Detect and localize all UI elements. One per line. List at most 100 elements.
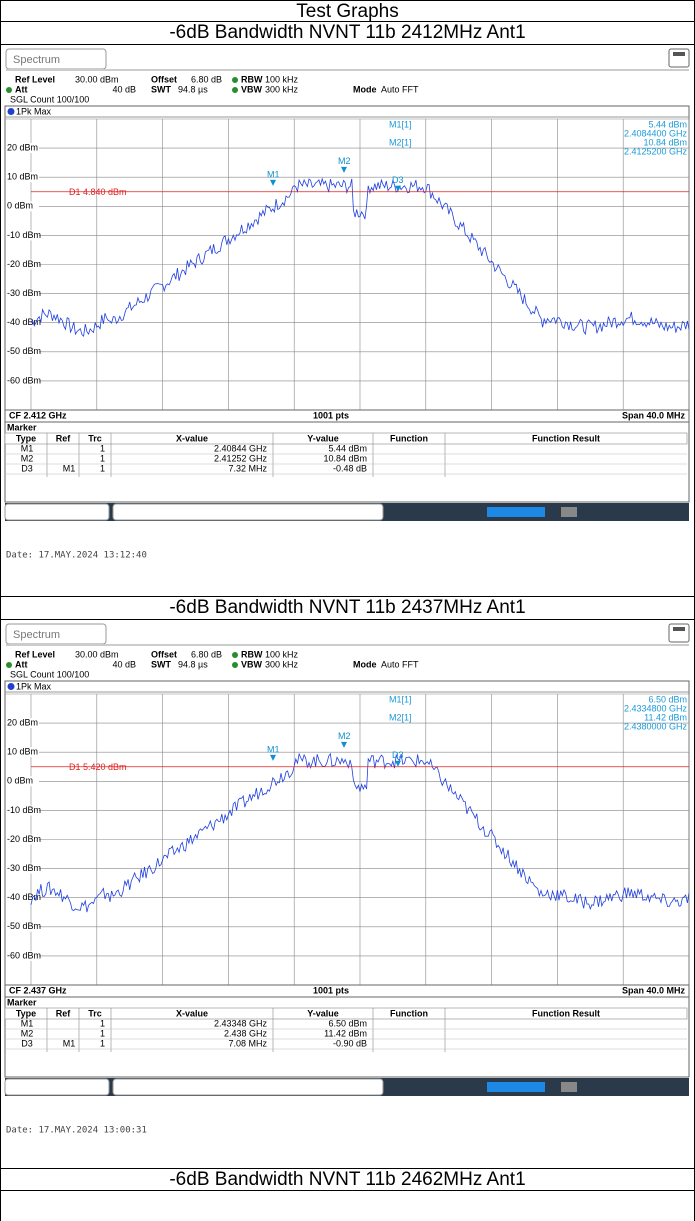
- level-label-bg: [6, 172, 39, 183]
- spectrum-screenshot: Spectrum Ref Level 30.00 dBm Offset 6.80 dB R…: [4, 623, 690, 1136]
- level-label: 10 dBm: [7, 747, 38, 757]
- level-label-bg: [6, 718, 39, 729]
- level-label-bg: [6, 950, 39, 961]
- level-label-bg: [6, 143, 39, 154]
- table-cell: 2.43348 GHz: [214, 1018, 268, 1028]
- column-header: X-value: [176, 433, 208, 443]
- progress: [487, 507, 545, 517]
- readout-level: 5.44 dBm: [648, 119, 687, 129]
- table-cell: -0.48 dB: [333, 463, 367, 473]
- level-label: 0 dBm: [7, 201, 33, 211]
- marker-tag: D3: [392, 175, 404, 185]
- icon-bar: [673, 52, 685, 56]
- coupled-dot: [232, 87, 238, 93]
- span: Span 40.0 MHz: [622, 985, 686, 995]
- table-cell: 6.50 dBm: [328, 1018, 367, 1028]
- table-cell: M1: [63, 1038, 76, 1048]
- offset: 6.80 dB: [191, 649, 222, 659]
- status-icon: [561, 507, 577, 517]
- table-cell: 10.84 dBm: [323, 453, 367, 463]
- marker-tag: M1: [267, 169, 280, 179]
- swt: 94.8 µs: [178, 659, 208, 669]
- coupled-dot: [232, 77, 238, 83]
- table-cell: M2: [21, 1028, 34, 1038]
- readout-freq: 2.4084400 GHz: [624, 128, 688, 138]
- status-box: [112, 1078, 384, 1096]
- table-cell: 2.41252 GHz: [214, 453, 268, 463]
- att-label: Att: [15, 659, 28, 669]
- rbw-label: RBW: [241, 74, 263, 84]
- swt: 94.8 µs: [178, 84, 208, 94]
- marker-triangle: [341, 166, 347, 173]
- vbw: 300 kHz: [265, 659, 299, 669]
- points: 1001 pts: [313, 410, 349, 420]
- mode-label: Mode: [353, 659, 377, 669]
- span: Span 40.0 MHz: [622, 410, 686, 420]
- column-header: Ref: [56, 433, 72, 443]
- vbw-label: VBW: [241, 659, 263, 669]
- level-label: -20 dBm: [7, 259, 41, 269]
- vbw: 300 kHz: [265, 84, 299, 94]
- column-header: Function Result: [532, 433, 600, 443]
- level-label-bg: [6, 805, 39, 816]
- table-cell: 11.42 dBm: [324, 1028, 367, 1038]
- date: Date: 17.MAY.2024 13:12:40: [6, 551, 147, 561]
- rbw: 100 kHz: [265, 74, 299, 84]
- sgl-count: SGL Count 100/100: [10, 94, 89, 104]
- level-label-bg: [6, 317, 39, 328]
- section-title: -6dB Bandwidth NVNT 11b 2437MHz Ant1: [0, 596, 695, 619]
- column-header: X-value: [176, 1008, 208, 1018]
- level-label: -60 dBm: [7, 950, 41, 960]
- tab-strip: [6, 644, 689, 646]
- table-cell: 2.438 GHz: [224, 1028, 268, 1038]
- level-label: -40 dBm: [7, 317, 41, 327]
- marker-tag: M2: [338, 156, 351, 166]
- offset-label: Offset: [151, 74, 177, 84]
- points: 1001 pts: [313, 985, 349, 995]
- marker-tag: M1: [267, 744, 280, 754]
- column-header: Function: [390, 1008, 428, 1018]
- level-label: -50 dBm: [7, 346, 41, 356]
- level-label-bg: [6, 230, 39, 241]
- tab-label: Spectrum: [13, 629, 60, 641]
- table-cell: -0.90 dB: [333, 1038, 367, 1048]
- readout-name: M1[1]: [389, 694, 412, 704]
- level-label-bg: [6, 201, 39, 212]
- progress: [487, 1082, 545, 1092]
- level-label-bg: [6, 375, 39, 386]
- level-label: -50 dBm: [7, 921, 41, 931]
- table-cell: D3: [21, 1038, 33, 1048]
- level-label-bg: [6, 863, 39, 874]
- section-title: -6dB Bandwidth NVNT 11b 2462MHz Ant1: [0, 1168, 695, 1191]
- table-cell: 1: [100, 443, 105, 453]
- readout-level: 6.50 dBm: [648, 694, 687, 704]
- level-label: 10 dBm: [7, 172, 38, 182]
- level-label-bg: [6, 834, 39, 845]
- tab-strip: [6, 69, 689, 71]
- icon: [668, 623, 690, 643]
- column-header: Function Result: [532, 1008, 600, 1018]
- level-label: 20 dBm: [7, 142, 38, 152]
- mode: Auto FFT: [381, 84, 419, 94]
- column-header: Function: [390, 433, 428, 443]
- page-title: Test Graphs: [0, 0, 695, 22]
- table-cell: 5.44 dBm: [328, 443, 367, 453]
- marker-triangle: [395, 185, 401, 192]
- ref-level-label: Ref Level: [15, 74, 55, 84]
- coupled-dot: [232, 652, 238, 658]
- level-label-bg: [6, 776, 39, 787]
- section-frame: Spectrum Ref Level 30.00 dBm Offset 6.80 dB R…: [0, 619, 695, 1171]
- marker-tag: D3: [392, 750, 404, 760]
- center-freq: CF 2.437 GHz: [9, 985, 67, 995]
- level-label: -10 dBm: [7, 805, 41, 815]
- section-title: -6dB Bandwidth NVNT 11b 2412MHz Ant1: [0, 21, 695, 44]
- readout-name: M1[1]: [389, 119, 412, 129]
- trace: [30, 177, 690, 338]
- mode: Auto FFT: [381, 659, 419, 669]
- level-label-bg: [6, 892, 39, 903]
- marker-triangle: [270, 754, 276, 761]
- trace-dot: [7, 108, 15, 115]
- table-cell: 1: [100, 1038, 105, 1048]
- offset-label: Offset: [151, 649, 177, 659]
- status-box: [4, 503, 110, 521]
